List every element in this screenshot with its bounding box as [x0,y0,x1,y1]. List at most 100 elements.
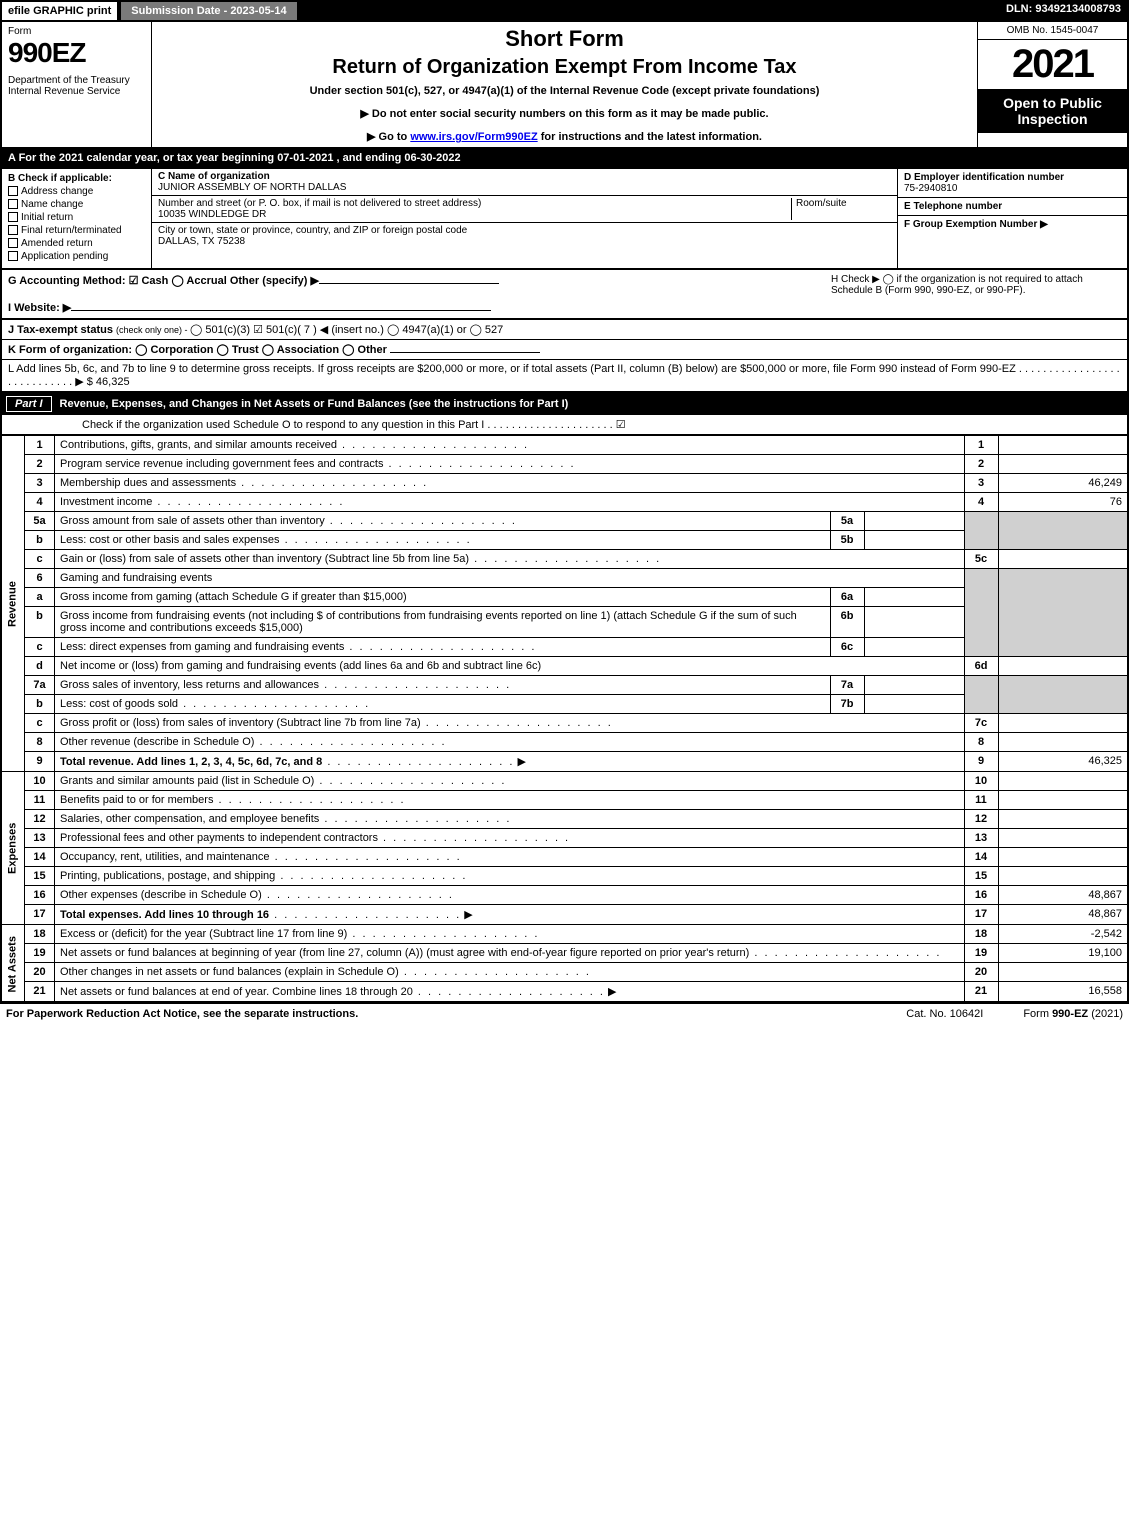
line-desc: Less: cost or other basis and sales expe… [55,531,831,550]
page-footer: For Paperwork Reduction Act Notice, see … [0,1003,1129,1024]
line-num: 6 [25,569,55,588]
group-exemption-label: F Group Exemption Number ▶ [904,219,1121,230]
line-value [998,963,1128,982]
header-right: OMB No. 1545-0047 2021 Open to Public In… [977,22,1127,147]
check-label: Final return/terminated [21,225,122,236]
line-desc: Net assets or fund balances at beginning… [55,944,965,963]
form-word: Form [8,26,145,37]
org-name-label: C Name of organization [158,171,891,182]
line-h: H Check ▶ ◯ if the organization is not r… [821,274,1121,314]
line-num: 13 [25,829,55,848]
line-ref: 1 [964,436,998,455]
box-c: C Name of organization JUNIOR ASSEMBLY O… [152,169,897,268]
line-desc: Occupancy, rent, utilities, and maintena… [55,848,965,867]
line-num: c [25,550,55,569]
shaded-cell [998,569,1128,657]
line-desc: Gain or (loss) from sale of assets other… [55,550,965,569]
box-b: B Check if applicable: Address change Na… [2,169,152,268]
line-desc: Professional fees and other payments to … [55,829,965,848]
room-suite-label: Room/suite [791,198,891,220]
line-ref: 16 [964,886,998,905]
form-footer: Form 990-EZ (2021) [1023,1008,1123,1020]
line-ref: 14 [964,848,998,867]
net-assets-side-label: Net Assets [1,925,25,1003]
check-label: Address change [21,186,93,197]
sub-value [864,512,964,531]
line-value [998,733,1128,752]
efile-label: efile GRAPHIC print [0,0,119,22]
line-num: 11 [25,791,55,810]
line-num: c [25,714,55,733]
part-1-table: Revenue 1 Contributions, gifts, grants, … [0,435,1129,1003]
check-final-return[interactable]: Final return/terminated [8,225,145,236]
check-label: Initial return [21,212,73,223]
sub-value [864,531,964,550]
line-value [998,455,1128,474]
top-bar: efile GRAPHIC print Submission Date - 20… [0,0,1129,22]
irs-link[interactable]: www.irs.gov/Form990EZ [410,131,537,143]
line-num: 19 [25,944,55,963]
check-label: Amended return [21,238,93,249]
shaded-cell [998,512,1128,550]
line-value: 48,867 [998,886,1128,905]
line-desc: Net assets or fund balances at end of ye… [55,982,965,1003]
goto-post: for instructions and the latest informat… [538,131,762,143]
line-j-label: J Tax-exempt status [8,324,116,336]
line-ref: 6d [964,657,998,676]
check-name-change[interactable]: Name change [8,199,145,210]
sub-value [864,638,964,657]
line-num: 14 [25,848,55,867]
check-initial-return[interactable]: Initial return [8,212,145,223]
line-g: G Accounting Method: ☑ Cash ◯ Accrual Ot… [8,274,821,287]
line-num: 7a [25,676,55,695]
check-address-change[interactable]: Address change [8,186,145,197]
line-value: 46,249 [998,474,1128,493]
line-value [998,791,1128,810]
line-num: 5a [25,512,55,531]
line-num: b [25,607,55,638]
line-num: b [25,531,55,550]
line-desc: Program service revenue including govern… [55,455,965,474]
sub-ref: 7a [830,676,864,695]
line-value [998,772,1128,791]
line-ref: 7c [964,714,998,733]
sub-ref: 5a [830,512,864,531]
line-j-small: (check only one) - [116,325,190,335]
line-ref: 18 [964,925,998,944]
line-l: L Add lines 5b, 6c, and 7b to line 9 to … [0,360,1129,393]
line-value [998,550,1128,569]
ein-row: D Employer identification number 75-2940… [898,169,1127,198]
line-value: 46,325 [998,752,1128,772]
sub-ref: 7b [830,695,864,714]
sub-ref: 6b [830,607,864,638]
line-desc: Other expenses (describe in Schedule O) [55,886,965,905]
street-label: Number and street (or P. O. box, if mail… [158,198,481,209]
line-num: 9 [25,752,55,772]
short-form-label: Short Form [160,26,969,52]
box-d-e-f: D Employer identification number 75-2940… [897,169,1127,268]
line-desc: Grants and similar amounts paid (list in… [55,772,965,791]
check-application-pending[interactable]: Application pending [8,251,145,262]
city-value: DALLAS, TX 75238 [158,236,891,247]
line-value [998,810,1128,829]
sub-value [864,695,964,714]
submission-date: Submission Date - 2023-05-14 [119,0,298,22]
line-num: 17 [25,905,55,925]
line-value [998,657,1128,676]
form-number: 990EZ [8,37,145,69]
sub-value [864,676,964,695]
line-num: 21 [25,982,55,1003]
line-desc: Gaming and fundraising events [55,569,965,588]
line-ref: 12 [964,810,998,829]
line-value: 19,100 [998,944,1128,963]
line-desc: Total expenses. Add lines 10 through 16 … [55,905,965,925]
shaded-cell [964,569,998,657]
line-desc: Total revenue. Add lines 1, 2, 3, 4, 5c,… [55,752,965,772]
goto-note: ▶ Go to www.irs.gov/Form990EZ for instru… [160,130,969,143]
line-desc: Excess or (deficit) for the year (Subtra… [55,925,965,944]
line-ref: 17 [964,905,998,925]
line-desc: Gross income from fundraising events (no… [55,607,831,638]
line-ref: 19 [964,944,998,963]
check-amended-return[interactable]: Amended return [8,238,145,249]
line-value: 16,558 [998,982,1128,1003]
